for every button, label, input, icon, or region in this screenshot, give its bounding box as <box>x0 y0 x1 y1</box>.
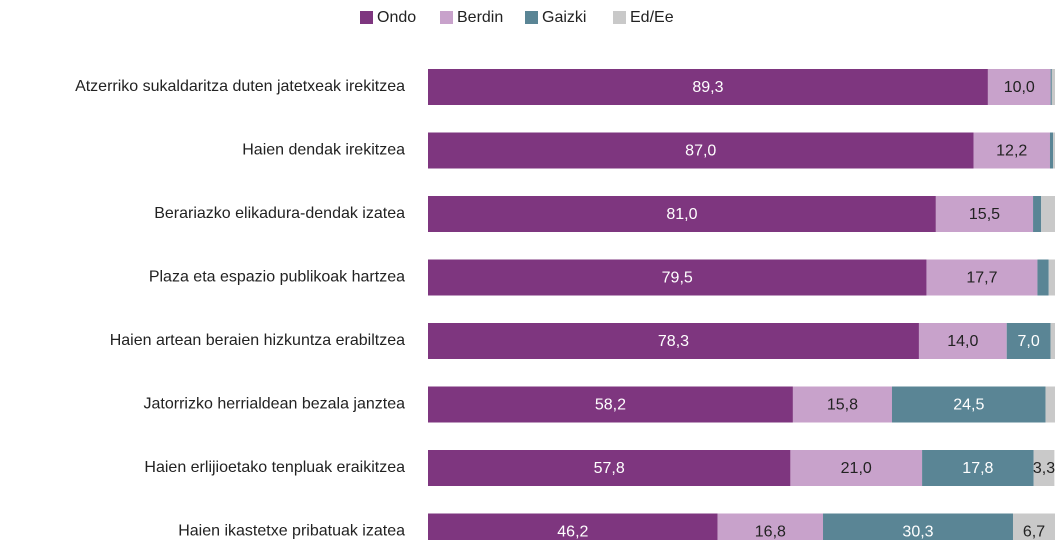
y-tick-label: Haien dendak irekitzea <box>242 142 405 159</box>
bar-segment <box>790 450 923 486</box>
bar-segment <box>922 450 1034 486</box>
bar-segment <box>428 196 936 232</box>
legend-label: Gaizki <box>542 9 586 26</box>
bar-segment <box>1050 323 1055 359</box>
legend-label: Ondo <box>377 9 416 26</box>
y-tick-label: Berariazko elikadura-dendak izatea <box>154 205 405 222</box>
bar-segment <box>918 323 1007 359</box>
bar-segment <box>792 386 892 423</box>
bar-segment <box>428 323 919 359</box>
bar-segment <box>926 259 1038 296</box>
data-label: 78,3 <box>658 333 689 350</box>
bar-segment <box>973 132 1050 169</box>
bar-segment <box>1051 69 1055 105</box>
data-label: 24,5 <box>953 397 984 414</box>
data-label: 17,8 <box>962 460 993 477</box>
legend-label: Ed/Ee <box>630 9 674 26</box>
data-label: 87,0 <box>685 143 716 160</box>
bar-segment <box>935 196 1034 232</box>
y-tick-label: Plaza eta espazio publikoak hartzea <box>149 269 405 286</box>
data-label: 16,8 <box>755 524 786 540</box>
bar-segment <box>1033 196 1042 232</box>
bar-segment <box>1053 132 1055 169</box>
bar-segment <box>987 69 1051 105</box>
bar-segment <box>1048 259 1055 296</box>
bar-segment <box>428 450 791 486</box>
data-label: 81,0 <box>666 206 697 223</box>
legend-swatch <box>360 11 373 24</box>
bar-segment <box>428 132 974 169</box>
data-label: 14,0 <box>947 333 978 350</box>
bar-segment <box>428 259 927 296</box>
y-tick-label: Atzerriko sukaldaritza duten jatetxeak i… <box>75 78 405 95</box>
bar-segment <box>717 513 824 540</box>
y-tick-label: Haien artean beraien hizkuntza erabiltze… <box>110 332 405 349</box>
y-tick-label: Haien erlijioetako tenpluak eraikitzea <box>144 459 405 476</box>
data-label: 58,2 <box>595 397 626 414</box>
bar-segment <box>1033 450 1055 486</box>
data-label: 21,0 <box>841 460 872 477</box>
legend-swatch <box>613 11 626 24</box>
y-tick-label: Jatorrizko herrialdean bezala janztea <box>144 396 406 413</box>
bar-segment <box>1049 132 1054 169</box>
data-label: 3,3 <box>1033 460 1055 477</box>
bar-segment <box>891 386 1046 423</box>
data-label: 6,7 <box>1023 524 1045 540</box>
data-label: 57,8 <box>594 460 625 477</box>
data-label: 10,0 <box>1004 79 1035 96</box>
data-label: 79,5 <box>662 270 693 287</box>
legend-swatch <box>440 11 453 24</box>
bar-segment <box>1012 513 1055 540</box>
bar-segment <box>428 386 793 423</box>
bar-segment <box>823 513 1013 540</box>
data-label: 15,8 <box>827 397 858 414</box>
data-label: 17,7 <box>966 270 997 287</box>
legend-swatch <box>525 11 538 24</box>
y-tick-label: Haien ikastetxe pribatuak izatea <box>178 523 405 540</box>
bar-segment <box>428 69 988 105</box>
bar-segment <box>1006 323 1051 359</box>
bar-segment <box>1037 259 1049 296</box>
data-label: 7,0 <box>1018 333 1040 350</box>
legend-label: Berdin <box>457 9 503 26</box>
bar-segment <box>1041 196 1055 232</box>
data-label: 15,5 <box>969 206 1000 223</box>
bar-segment <box>1045 386 1055 423</box>
data-label: 46,2 <box>557 524 588 540</box>
data-label: 12,2 <box>996 143 1027 160</box>
data-label: 89,3 <box>692 79 723 96</box>
bar-segment <box>1050 69 1052 105</box>
data-label: 30,3 <box>902 524 933 540</box>
bar-segment <box>428 513 718 540</box>
